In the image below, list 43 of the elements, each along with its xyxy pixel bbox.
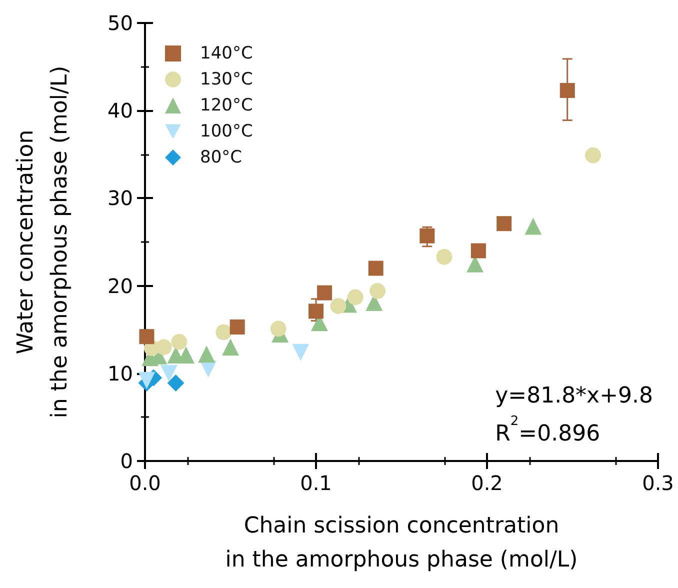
x-tick-label: 0.0 [129, 471, 161, 495]
point [524, 218, 542, 235]
annotation: y=81.8*x+9.8 [495, 384, 654, 408]
point [167, 374, 184, 392]
point [496, 216, 512, 232]
x-tick-label: 0.3 [642, 471, 674, 495]
point [270, 320, 286, 337]
point [138, 372, 156, 389]
point [560, 82, 575, 98]
legend-label: 100°C [200, 122, 253, 142]
point [198, 346, 216, 363]
point [436, 248, 452, 265]
legend-label: 140°C [200, 44, 253, 64]
y-tick-label: 50 [108, 11, 133, 35]
y-tick-label: 30 [108, 186, 133, 210]
point [368, 260, 384, 276]
y-axis-title: Water concentration in the amorphous phase (mol/L) [14, 66, 72, 418]
point [160, 364, 178, 382]
legend-label: 80°C [200, 148, 242, 168]
x-tick-label: 0.1 [300, 471, 332, 495]
point [470, 243, 486, 258]
point [308, 304, 324, 319]
y-tick-label: 40 [108, 98, 133, 123]
point [330, 298, 346, 314]
y-tick-label: 0 [120, 449, 133, 473]
y-tick-label: 10 [108, 361, 133, 386]
y-tick-label: 20 [108, 274, 133, 298]
point [139, 329, 154, 344]
point [230, 319, 245, 334]
x-axis-title: Chain scission concentration in the amorphous phase (mol/L) [225, 514, 578, 572]
point [317, 285, 332, 300]
point [216, 324, 232, 340]
point [171, 334, 188, 350]
legend-label: 130°C [200, 70, 253, 90]
point [420, 228, 435, 244]
point [370, 283, 386, 300]
point [347, 289, 364, 306]
point [585, 147, 602, 164]
point [292, 344, 310, 361]
point [222, 338, 239, 356]
legend-label: 120°C [200, 96, 253, 116]
point [156, 339, 172, 356]
x-tick-label: 0.2 [471, 471, 503, 495]
